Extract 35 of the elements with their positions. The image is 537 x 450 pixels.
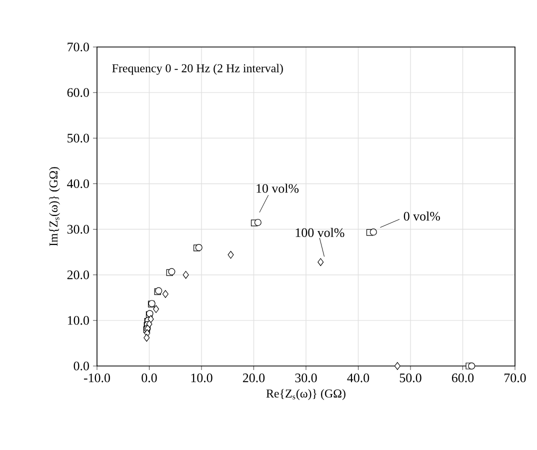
annotation: Frequency 0 - 20 Hz (2 Hz interval): [112, 64, 283, 75]
x-tick-label: 50.0: [400, 374, 422, 382]
y-tick-label: 30.0: [67, 224, 89, 234]
point: [370, 228, 377, 236]
y-tick-label: 50.0: [68, 134, 89, 143]
x-tick-label: 70.0: [504, 374, 526, 382]
y-tick-label: 40.0: [67, 179, 89, 188]
point: [228, 250, 234, 259]
x-tick-label: 60.0: [452, 374, 474, 382]
point: [318, 258, 324, 266]
point: [394, 362, 400, 370]
point: [168, 268, 176, 276]
point: [254, 218, 262, 226]
annotation: 100 vol%: [296, 228, 344, 238]
annotation: 0 vol%: [404, 211, 440, 221]
x-tick-label: 10.0: [191, 374, 212, 382]
y-tick-label: 60.0: [67, 88, 89, 97]
x-tick-label: 20.0: [242, 374, 265, 382]
x-tick-label: 40.0: [347, 374, 370, 382]
point: [162, 290, 168, 298]
x-tick-label: 0.0: [142, 374, 157, 382]
point: [148, 315, 154, 323]
y-tick-label: 10.0: [68, 316, 89, 325]
point: [153, 305, 160, 313]
x-axis-title: Re{Z$_{s}$(ω)} (GΩ): [266, 389, 346, 400]
y-tick-label: 0.0: [74, 362, 89, 370]
point: [468, 362, 476, 370]
point: [182, 270, 189, 279]
y-axis-title: Im{Z$_{s}$(ω)} (GΩ): [49, 167, 60, 246]
x-tick-label: -10.0: [84, 374, 110, 382]
x-tick-label: 30.0: [295, 374, 317, 382]
y-tick-label: 70.0: [68, 42, 89, 52]
point: [144, 334, 150, 342]
y-tick-label: 20.0: [67, 270, 89, 280]
annotation: 10 vol%: [256, 184, 299, 193]
